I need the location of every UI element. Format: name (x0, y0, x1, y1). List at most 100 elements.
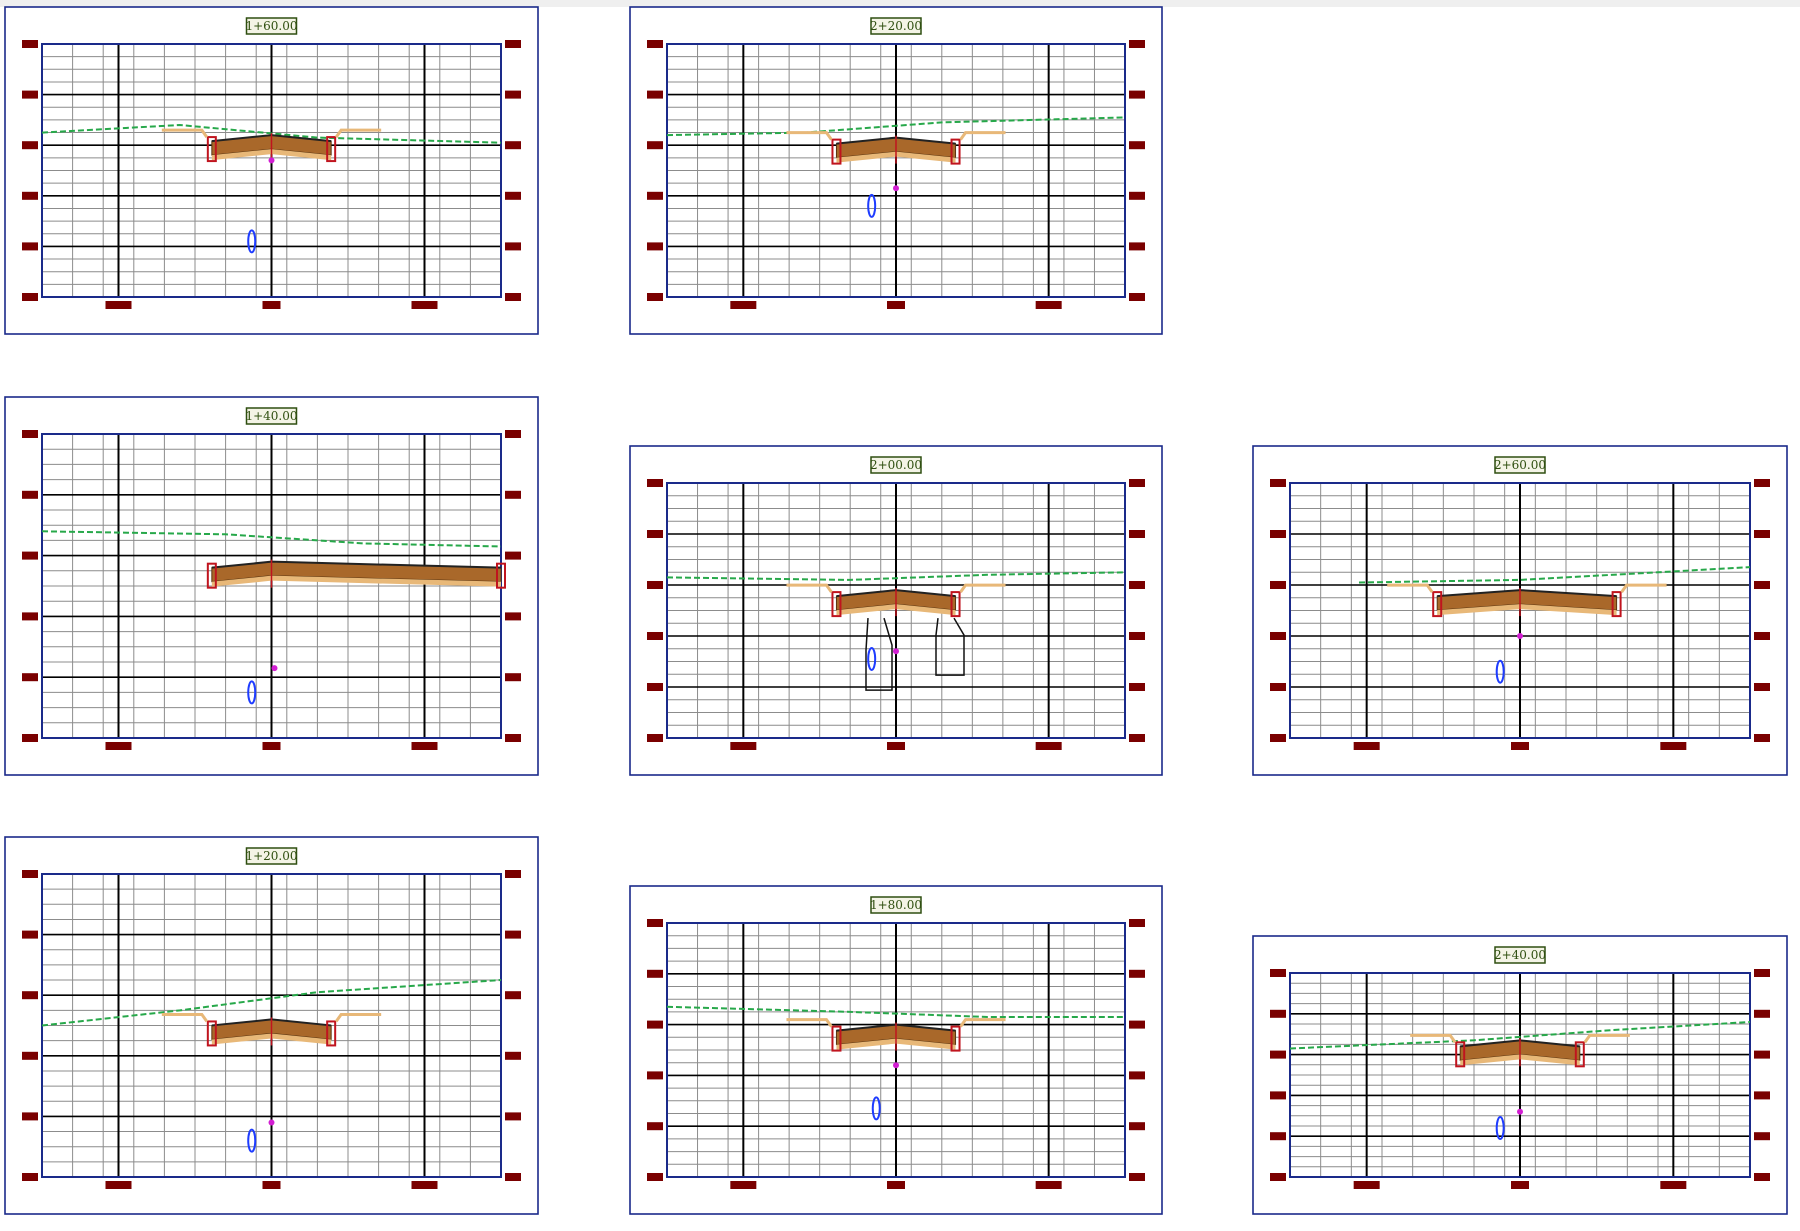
elevation-tick (1754, 683, 1770, 691)
curb (326, 1020, 337, 1047)
elevation-tick (1129, 293, 1145, 301)
offset-tick (1035, 1181, 1062, 1189)
elevation-tick (1270, 530, 1286, 538)
elevation-tick (1754, 1009, 1770, 1018)
elevation-tick (505, 490, 521, 499)
centerline-point (271, 665, 278, 672)
curb (831, 591, 842, 618)
elevation-tick (1129, 581, 1145, 589)
elevation-tick (647, 919, 663, 927)
elevation-tick (505, 734, 521, 742)
elevation-tick (1270, 632, 1286, 640)
elevation-tick (1129, 242, 1145, 251)
panel-frame (629, 445, 1163, 776)
elevation-tick (1129, 90, 1145, 99)
pier-outline (865, 617, 893, 691)
elevation-tick (1754, 479, 1770, 487)
elevation-tick (1129, 191, 1145, 200)
curb (1455, 1041, 1466, 1068)
cross-section-panel: 1+60.00 (4, 6, 539, 335)
sidewalk (959, 1018, 1006, 1028)
elevation-tick (505, 673, 521, 682)
panel-frame (629, 885, 1163, 1215)
offset-tick (1511, 742, 1529, 750)
offset-tick (730, 1181, 757, 1189)
sidewalk (1410, 1033, 1457, 1044)
grid-border (666, 482, 1126, 739)
elevation-tick (1270, 1132, 1286, 1141)
ground-line (666, 116, 1126, 137)
elevation-tick (1129, 683, 1145, 691)
offset-tick (1035, 301, 1062, 309)
offset-tick (1035, 742, 1062, 750)
ground-line (666, 571, 1126, 581)
elevation-tick (1754, 530, 1770, 538)
offset-tick (411, 1181, 438, 1189)
sidewalk (334, 1012, 382, 1023)
grid-border (666, 922, 1126, 1178)
station-label-box (870, 896, 922, 914)
ground-line (41, 979, 502, 1027)
station-label: 2+40.00 (1494, 948, 1546, 962)
elevation-tick (1270, 479, 1286, 487)
elevation-tick (505, 90, 521, 99)
offset-tick (1660, 1181, 1687, 1189)
panel-frame (4, 836, 539, 1215)
curb (206, 136, 217, 163)
curb (950, 1025, 961, 1052)
ellipse-marker (867, 646, 877, 671)
cross-section-panel: 2+00.00 (629, 445, 1163, 776)
elevation-tick (1754, 734, 1770, 742)
elevation-tick (647, 242, 663, 251)
cross-section-panel: 1+40.00 (4, 396, 539, 776)
sidewalk (161, 1012, 209, 1023)
elevation-tick (1754, 1091, 1770, 1100)
elevation-tick (647, 581, 663, 589)
curb (950, 138, 961, 165)
grid-border (1289, 972, 1751, 1178)
ground-line (41, 123, 502, 144)
ellipse-marker (247, 1128, 257, 1153)
elevation-tick (22, 612, 38, 621)
elevation-tick (647, 734, 663, 742)
curb (496, 562, 506, 589)
offset-tick (887, 301, 905, 309)
sidewalk (786, 583, 833, 593)
centerline-point (893, 185, 899, 192)
elevation-tick (1754, 632, 1770, 640)
centerline-point (1517, 1108, 1523, 1115)
elevation-tick (22, 1112, 38, 1121)
elevation-tick (22, 551, 38, 560)
cross-section-panel: 1+80.00 (629, 885, 1163, 1215)
elevation-tick (22, 90, 38, 99)
elevation-tick (1129, 969, 1145, 978)
ellipse-marker (867, 193, 877, 218)
elevation-tick (1754, 1173, 1770, 1181)
elevation-tick (505, 242, 521, 251)
elevation-tick (1129, 141, 1145, 150)
elevation-tick (647, 1071, 663, 1080)
curb (831, 138, 842, 165)
offset-tick (105, 742, 132, 750)
elevation-tick (1270, 1009, 1286, 1018)
sidewalk (959, 131, 1006, 141)
elevation-tick (22, 141, 38, 150)
elevation-tick (1129, 1020, 1145, 1029)
sidewalk (786, 131, 833, 141)
offset-tick (411, 742, 438, 750)
station-label: 2+60.00 (1494, 458, 1546, 472)
sidewalk (161, 128, 209, 138)
elevation-tick (1129, 1071, 1145, 1080)
station-label: 1+20.00 (245, 849, 297, 863)
centerline-point (1517, 633, 1523, 639)
station-label-box (245, 407, 298, 425)
cross-section-panel: 2+60.00 (1252, 445, 1788, 776)
offset-tick (1353, 1181, 1380, 1189)
ground-line (1358, 566, 1751, 584)
ellipse-marker (1495, 1116, 1505, 1141)
elevation-tick (1129, 40, 1145, 48)
elevation-tick (1270, 1091, 1286, 1100)
elevation-tick (647, 90, 663, 99)
elevation-tick (647, 293, 663, 301)
elevation-tick (505, 870, 521, 878)
